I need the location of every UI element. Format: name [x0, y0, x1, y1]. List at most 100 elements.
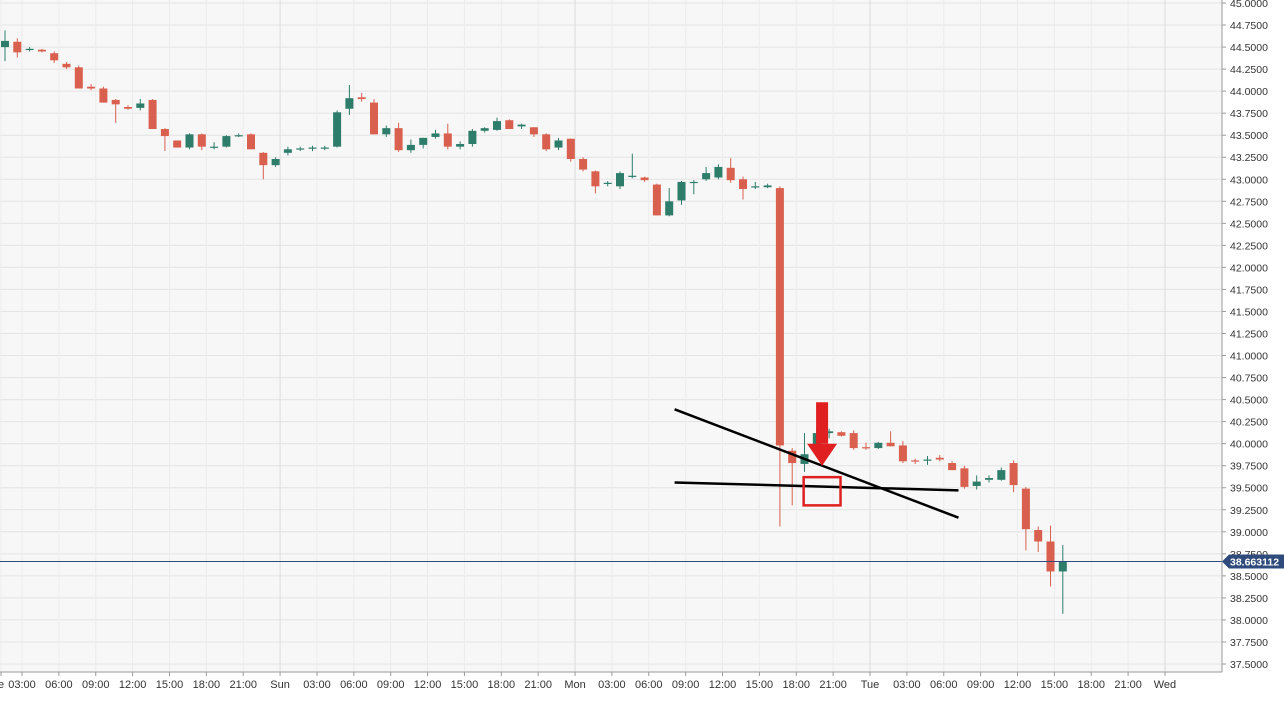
x-tick-label: 21:00: [1114, 679, 1142, 691]
candle-body-up: [603, 182, 612, 184]
candle-body-down: [357, 97, 366, 100]
candle-body-down: [1009, 463, 1018, 486]
candle-body-down: [1034, 530, 1043, 542]
y-tick-label: 40.5000: [1230, 395, 1268, 407]
candle-body-down: [13, 41, 22, 53]
candle-body-up: [382, 128, 391, 135]
y-tick-label: 44.5000: [1230, 42, 1268, 54]
candle-body-down: [542, 134, 551, 150]
candle-body-down: [726, 167, 735, 181]
x-tick-label: 15:00: [1041, 679, 1069, 691]
candle-body-up: [665, 201, 674, 216]
y-tick-label: 39.2500: [1230, 505, 1268, 517]
x-tick-label: 03:00: [303, 679, 331, 691]
candle-body-up: [185, 134, 194, 148]
x-tick-label: 03:00: [8, 679, 36, 691]
x-tick-label: 21:00: [524, 679, 552, 691]
x-tick-label: e: [0, 679, 4, 691]
candle-body-up: [689, 181, 698, 184]
y-tick-label: 39.7500: [1230, 461, 1268, 473]
y-tick-label: 42.2500: [1230, 240, 1268, 252]
candle-body-down: [124, 106, 132, 109]
candle-body-down: [247, 134, 255, 150]
candle-body-down: [173, 140, 182, 148]
x-tick-label: 09:00: [82, 679, 110, 691]
x-tick-label: 09:00: [967, 679, 995, 691]
candle-body-down: [505, 120, 514, 130]
x-tick-label: Wed: [1154, 679, 1176, 691]
candle-body-up: [456, 144, 465, 147]
candle-body-up: [345, 98, 354, 109]
candle-body-up: [751, 186, 760, 188]
y-tick-label: 40.0000: [1230, 439, 1268, 451]
x-tick-label: 18:00: [488, 679, 516, 691]
candle-body-down: [50, 53, 59, 61]
candle-body-down: [775, 188, 784, 446]
candle-body-up: [997, 470, 1006, 480]
y-tick-label: 42.5000: [1230, 218, 1268, 230]
candle-body-down: [591, 171, 600, 187]
candle-body-down: [788, 450, 797, 464]
y-tick-label: 38.5000: [1230, 571, 1268, 583]
candle-body-up: [1058, 561, 1067, 572]
arrow-head: [807, 443, 838, 466]
y-tick-label: 41.0000: [1230, 351, 1268, 363]
y-tick-label: 38.2500: [1230, 593, 1268, 605]
candle-body-down: [62, 63, 71, 68]
candle-body-up: [985, 478, 993, 480]
candle-body-up: [1, 40, 9, 48]
arrow-shaft: [816, 402, 829, 444]
candle-body-up: [480, 128, 489, 131]
candle-body-down: [197, 134, 206, 147]
candle-body-down: [862, 447, 870, 449]
candle-body-down: [111, 99, 120, 105]
candle-body-down: [148, 99, 157, 130]
candle-body-up: [677, 181, 686, 201]
y-tick-label: 38.0000: [1230, 615, 1268, 627]
y-tick-label: 37.5000: [1230, 659, 1268, 671]
candle-body-down: [259, 152, 268, 166]
candle-body-down: [837, 432, 846, 436]
candle-body-up: [493, 121, 501, 130]
candle-body-down: [529, 127, 538, 135]
candle-body-up: [923, 459, 932, 461]
y-tick-label: 43.7500: [1230, 108, 1268, 120]
candle-body-up: [702, 173, 711, 180]
candle-body-up: [308, 147, 317, 149]
candle-body-up: [554, 140, 563, 148]
candle-body-down: [394, 128, 403, 151]
x-tick-label: 15:00: [746, 679, 774, 691]
y-tick-label: 43.2500: [1230, 152, 1268, 164]
candle-body-down: [849, 433, 858, 449]
candle-body-up: [222, 136, 231, 147]
candle-body-down: [99, 88, 108, 103]
x-tick-label: 09:00: [672, 679, 700, 691]
y-tick-label: 44.0000: [1230, 86, 1268, 98]
candle-body-up: [431, 133, 440, 137]
candle-body-up: [972, 481, 981, 486]
y-tick-label: 40.2500: [1230, 417, 1268, 429]
candle-body-down: [935, 457, 944, 460]
candle-body-down: [160, 129, 169, 137]
x-tick-label: 06:00: [45, 679, 73, 691]
candle-body-up: [406, 144, 415, 151]
support-line: [674, 481, 959, 492]
x-tick-label: 18:00: [1077, 679, 1105, 691]
x-tick-label: Mon: [564, 679, 585, 691]
candle-body-up: [320, 147, 329, 149]
x-tick-label: 18:00: [783, 679, 811, 691]
candle-body-up: [628, 175, 637, 177]
candle-body-up: [271, 158, 280, 166]
candle-body-up: [763, 185, 772, 188]
y-tick-label: 39.0000: [1230, 527, 1268, 539]
y-tick-label: 43.0000: [1230, 174, 1268, 186]
y-tick-label: 44.2500: [1230, 64, 1268, 76]
candle-body-down: [579, 158, 588, 170]
candle-body-up: [210, 146, 219, 148]
candle-body-up: [825, 431, 834, 434]
x-tick-label: 15:00: [451, 679, 479, 691]
candle-body-down: [898, 445, 907, 462]
last-price-label: 38.663112: [1230, 556, 1279, 568]
annotation-layer: [0, 402, 1222, 562]
